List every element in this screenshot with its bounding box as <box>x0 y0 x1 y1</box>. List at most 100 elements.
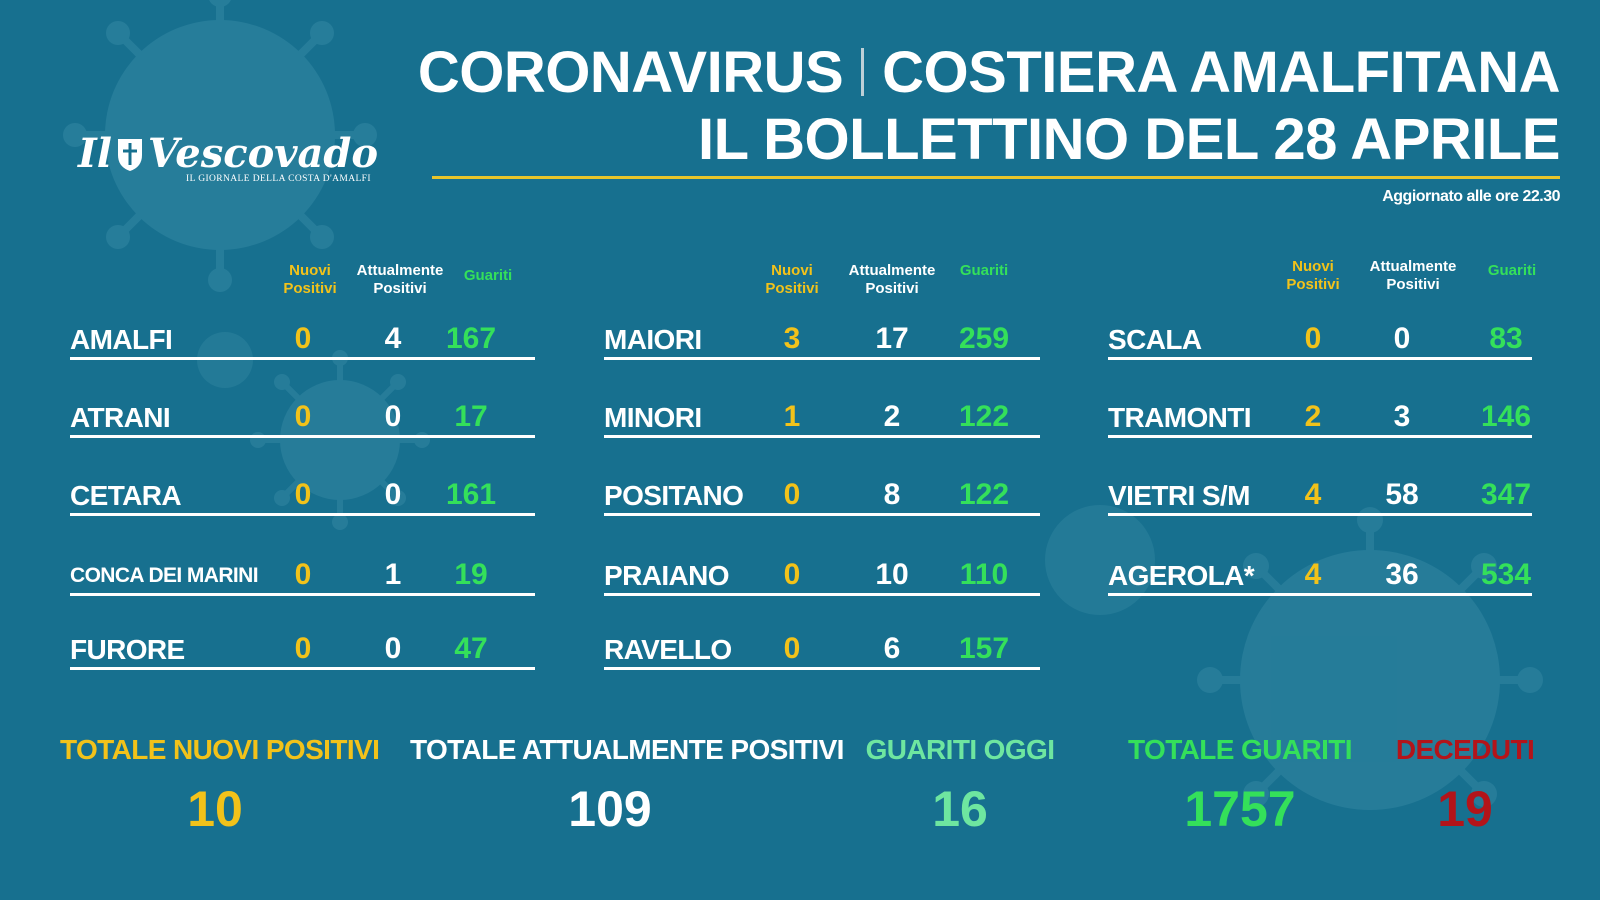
value-guariti: 110 <box>959 558 1009 591</box>
table-row: VIETRI S/M 4 58 347 <box>1108 454 1532 516</box>
header-att-line1: Attualmente <box>356 262 444 279</box>
value-guariti: 167 <box>445 322 497 355</box>
town-name: MAIORI <box>604 324 702 355</box>
row-divider <box>70 513 535 516</box>
value-attualmente: 0 <box>384 478 402 511</box>
row-divider <box>70 357 535 360</box>
value-attualmente: 58 <box>1385 478 1419 511</box>
table-row: AMALFI 0 4 167 <box>70 298 535 360</box>
value-guariti: 146 <box>1480 400 1532 433</box>
town-name: POSITANO <box>604 480 744 511</box>
header-subtitle: IL BOLLETTINO DEL 28 APRILE <box>698 107 1560 172</box>
header-nuovi-line2: Positivi <box>765 280 819 297</box>
column-header: Nuovi Positivi Attualmente Positivi Guarit… <box>604 262 1040 308</box>
value-guariti: 47 <box>454 632 488 665</box>
row-divider <box>604 593 1040 596</box>
total-new-positives-label: TOTALE NUOVI POSITIVI <box>60 734 380 765</box>
table-row: MAIORI 3 17 259 <box>604 298 1040 360</box>
virus-icon <box>1197 507 1543 810</box>
row-divider <box>1108 513 1532 516</box>
town-name: CONCA DEI MARINI <box>70 564 259 587</box>
value-nuovi: 0 <box>294 322 312 355</box>
value-attualmente: 17 <box>875 322 909 355</box>
deceased-value: 19 <box>1437 781 1493 837</box>
header-att-line2: Positivi <box>373 280 427 297</box>
value-guariti: 161 <box>445 478 497 511</box>
value-attualmente: 36 <box>1385 558 1419 591</box>
row-divider <box>1108 593 1532 596</box>
value-nuovi: 4 <box>1304 558 1322 591</box>
value-nuovi: 0 <box>783 558 801 591</box>
town-name: ATRANI <box>70 402 171 433</box>
row-divider <box>1108 357 1532 360</box>
town-name: AGEROLA* <box>1108 560 1255 591</box>
header-attualmente: Attualmente Positivi <box>842 262 942 298</box>
total-recovered-value: 1757 <box>1184 781 1296 837</box>
row-divider <box>604 667 1040 670</box>
title-costiera: COSTIERA AMALFITANA <box>882 40 1560 105</box>
header-divider <box>432 176 1560 179</box>
town-name: RAVELLO <box>604 634 732 665</box>
header-nuovi-line1: Nuovi <box>1292 258 1334 275</box>
column-header: Nuovi Positivi Attualmente Positivi Guarit… <box>1108 258 1536 308</box>
header-nuovi: Nuovi Positivi <box>260 262 360 298</box>
town-name: PRAIANO <box>604 560 730 591</box>
recovered-today-label: GUARITI OGGI <box>865 734 1055 765</box>
value-attualmente: 0 <box>384 632 402 665</box>
town-name: TRAMONTI <box>1108 402 1252 433</box>
updated-time: Aggiornato alle ore 22.30 <box>1382 188 1560 205</box>
header-nuovi-line1: Nuovi <box>289 262 331 279</box>
table-row: MINORI 1 2 122 <box>604 376 1040 438</box>
row-divider <box>1108 435 1532 438</box>
value-guariti: 83 <box>1489 322 1523 355</box>
value-guariti: 122 <box>958 400 1010 433</box>
value-nuovi: 1 <box>783 400 801 433</box>
value-attualmente: 10 <box>875 558 909 591</box>
header-attualmente: Attualmente Positivi <box>1363 258 1463 294</box>
value-nuovi: 3 <box>783 322 801 355</box>
value-nuovi: 0 <box>783 632 801 665</box>
value-guariti: 122 <box>958 478 1010 511</box>
table-row: SCALA 0 0 83 <box>1108 298 1532 360</box>
value-guariti: 347 <box>1480 478 1532 511</box>
header-title: CORONAVIRUS COSTIERA AMALFITANA <box>417 38 1561 108</box>
town-name: AMALFI <box>70 324 173 355</box>
town-name: FURORE <box>70 634 185 665</box>
header-att-line1: Attualmente <box>1369 258 1457 275</box>
value-nuovi: 0 <box>1304 322 1322 355</box>
value-nuovi: 0 <box>294 400 312 433</box>
table-row: AGEROLA* 4 36 534 <box>1108 534 1532 596</box>
total-recovered-label: TOTALE GUARITI <box>1128 734 1352 765</box>
value-nuovi: 2 <box>1304 400 1322 433</box>
il-vescovado-logo: Il Vescovado IL GIORNALE DELLA COSTA D'A… <box>78 132 398 192</box>
value-nuovi: 0 <box>294 478 312 511</box>
value-attualmente: 6 <box>883 632 901 665</box>
logo-wordmark-rest: Vescovado <box>147 130 379 177</box>
header-att-line2: Positivi <box>865 280 919 297</box>
value-guariti: 157 <box>958 632 1010 665</box>
table-row: CONCA DEI MARINI 0 1 19 <box>70 534 535 596</box>
value-guariti: 17 <box>454 400 488 433</box>
row-divider <box>604 513 1040 516</box>
value-attualmente: 4 <box>384 322 402 355</box>
table-row: PRAIANO 0 10 110 <box>604 534 1040 596</box>
row-divider <box>70 435 535 438</box>
title-separator <box>861 48 865 96</box>
table-row: FURORE 0 0 47 <box>70 608 535 670</box>
column-2: Nuovi Positivi Attualmente Positivi Guarit… <box>604 262 1040 670</box>
virus-icon <box>63 0 377 292</box>
value-attualmente: 0 <box>1393 322 1411 355</box>
deceased-label: DECEDUTI <box>1395 734 1535 765</box>
value-attualmente: 0 <box>384 400 402 433</box>
town-name: VIETRI S/M <box>1108 480 1250 511</box>
row-divider <box>604 357 1040 360</box>
value-guariti: 259 <box>958 322 1010 355</box>
value-nuovi: 0 <box>294 558 312 591</box>
table-row: ATRANI 0 0 17 <box>70 376 535 438</box>
value-guariti: 19 <box>454 558 488 591</box>
shield-icon <box>117 139 142 171</box>
header-nuovi: Nuovi Positivi <box>1263 258 1363 294</box>
title-coronavirus: CORONAVIRUS <box>417 40 844 105</box>
table-row: CETARA 0 0 161 <box>70 454 535 516</box>
